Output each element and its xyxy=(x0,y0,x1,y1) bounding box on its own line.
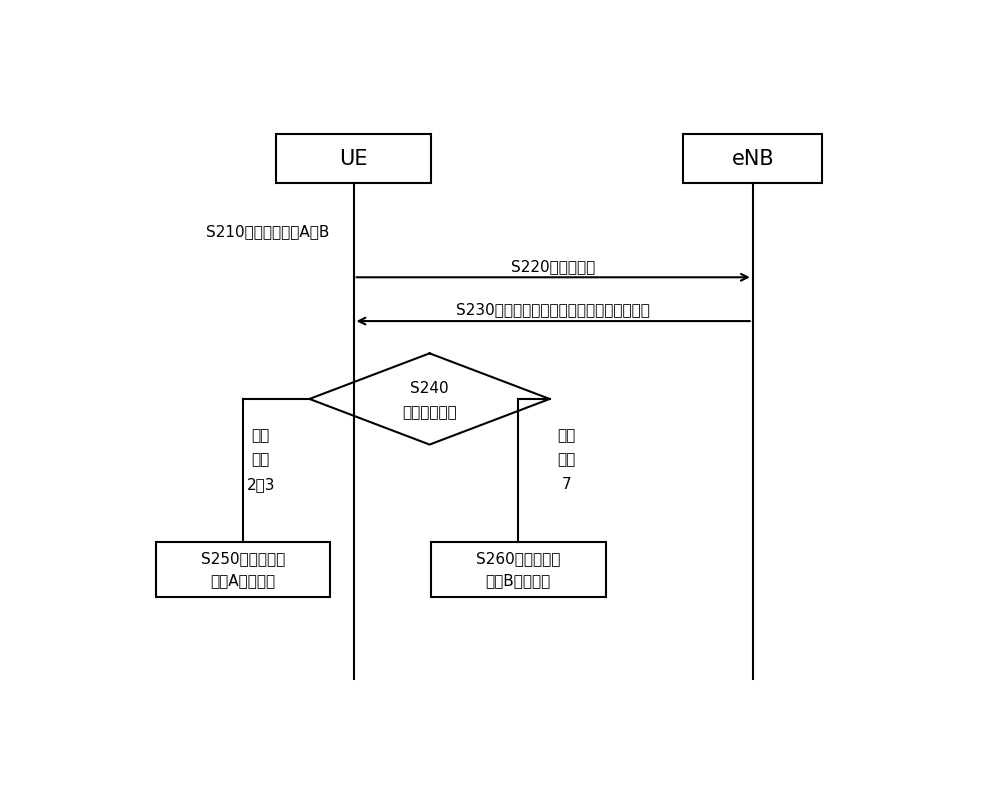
Text: UE: UE xyxy=(339,149,368,169)
Text: S230、空口信令（携带传输模式切换指示）: S230、空口信令（携带传输模式切换指示） xyxy=(456,303,650,318)
Text: S210、设置天线组A和B: S210、设置天线组A和B xyxy=(206,224,330,239)
Text: eNB: eNB xyxy=(731,149,774,169)
Text: S240: S240 xyxy=(410,382,449,397)
Text: 传输
模式
7: 传输 模式 7 xyxy=(558,427,576,492)
FancyBboxPatch shape xyxy=(276,134,431,183)
Text: S260、切换至天
线组B发射信号: S260、切换至天 线组B发射信号 xyxy=(476,551,560,588)
FancyBboxPatch shape xyxy=(431,542,606,596)
Text: 获取传输模式: 获取传输模式 xyxy=(402,405,457,420)
FancyBboxPatch shape xyxy=(156,542,330,596)
Text: 传输
模式
2或3: 传输 模式 2或3 xyxy=(246,427,275,492)
Text: S250、切换至天
线组A发射信号: S250、切换至天 线组A发射信号 xyxy=(201,551,285,588)
Text: S220、参考信号: S220、参考信号 xyxy=(511,259,595,274)
FancyBboxPatch shape xyxy=(683,134,822,183)
